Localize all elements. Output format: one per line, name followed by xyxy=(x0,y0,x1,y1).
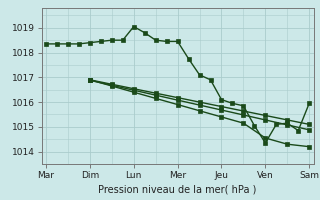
X-axis label: Pression niveau de la mer( hPa ): Pression niveau de la mer( hPa ) xyxy=(99,184,257,194)
